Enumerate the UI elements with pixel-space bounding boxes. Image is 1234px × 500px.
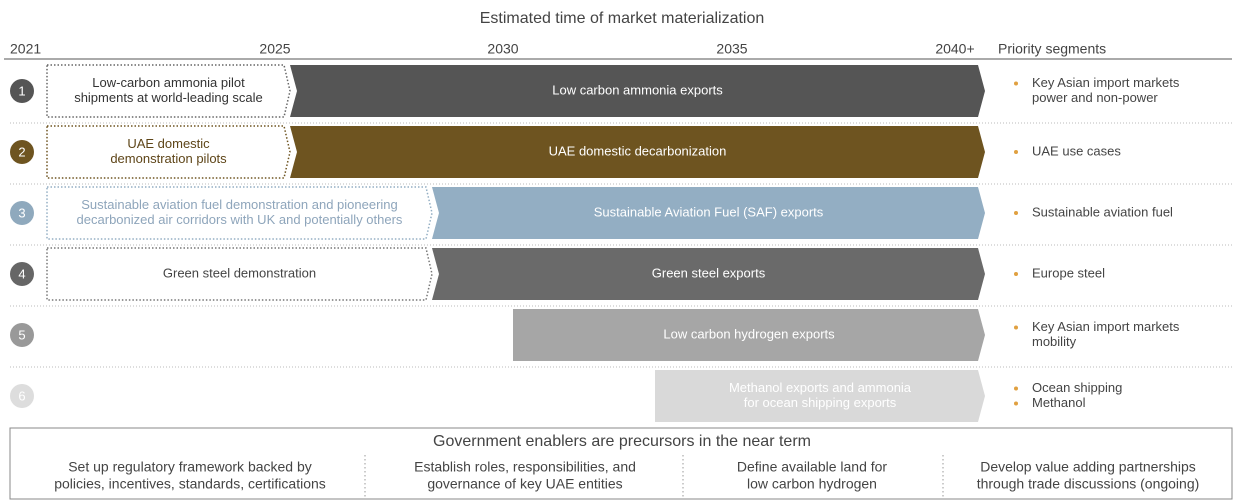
row-number: 4 [18, 266, 25, 281]
export-text: Green steel exports [652, 265, 766, 280]
enabler-text: Establish roles, responsibilities, and [414, 459, 636, 475]
enabler-text: Develop value adding partnerships [980, 459, 1196, 475]
title: Estimated time of market materialization [480, 10, 765, 27]
export-arrow [290, 126, 985, 178]
year-label: 2025 [259, 41, 290, 57]
bullet [1014, 211, 1018, 215]
priority-text: Key Asian import markets [1032, 75, 1180, 90]
export-arrow [655, 370, 985, 422]
pilot-text: shipments at world-leading scale [74, 90, 263, 105]
row-number: 2 [18, 144, 25, 159]
year-label: 2035 [716, 41, 747, 57]
year-label: 2040+ [935, 41, 974, 57]
export-arrow [432, 248, 985, 300]
export-text: Low carbon hydrogen exports [663, 326, 835, 341]
pilot-box [46, 64, 291, 118]
row-number: 1 [18, 83, 25, 98]
enabler-text: through trade discussions (ongoing) [977, 476, 1200, 492]
export-text: UAE domestic decarbonization [549, 143, 727, 158]
row-number: 3 [18, 205, 25, 220]
export-arrow [432, 187, 985, 239]
enabler-text: policies, incentives, standards, certifi… [54, 476, 326, 492]
bullet [1014, 150, 1018, 154]
pilot-text: Low-carbon ammonia pilot [92, 75, 245, 90]
priority-text: Sustainable aviation fuel [1032, 204, 1173, 219]
pilot-box [46, 247, 433, 301]
pilot-text: decarbonized air corridors with UK and p… [77, 212, 403, 227]
row-number-badge [10, 140, 34, 164]
pilot-text: Green steel demonstration [163, 265, 316, 280]
export-arrow [290, 65, 985, 117]
priority-header: Priority segments [998, 41, 1106, 57]
enablers-title: Government enablers are precursors in th… [433, 433, 811, 450]
pilot-text: Sustainable aviation fuel demonstration … [81, 197, 398, 212]
row-number-badge [10, 79, 34, 103]
priority-text: Europe steel [1032, 265, 1105, 280]
bullet [1014, 386, 1018, 391]
enabler-text: Define available land for [737, 459, 888, 475]
bullet [1014, 272, 1018, 276]
row-number: 6 [18, 388, 25, 403]
priority-text: Methanol [1032, 395, 1086, 410]
pilot-box [46, 125, 291, 179]
pilot-box [46, 186, 433, 240]
priority-text: Ocean shipping [1032, 380, 1122, 395]
priority-text: UAE use cases [1032, 143, 1121, 158]
enablers-box [9, 427, 1233, 500]
bullet [1014, 325, 1018, 330]
row-number-badge [10, 323, 34, 347]
enabler-text: governance of key UAE entities [427, 476, 622, 492]
export-text: Methanol exports and ammonia [729, 380, 912, 395]
priority-text: mobility [1032, 334, 1077, 349]
row-number-badge [10, 201, 34, 225]
pilot-text: demonstration pilots [110, 151, 227, 166]
priority-text: power and non-power [1032, 90, 1158, 105]
export-text: Sustainable Aviation Fuel (SAF) exports [594, 204, 824, 219]
priority-text: Key Asian import markets [1032, 319, 1180, 334]
export-text: Low carbon ammonia exports [552, 82, 723, 97]
enabler-text: low carbon hydrogen [747, 476, 877, 492]
pilot-text: UAE domestic [127, 136, 210, 151]
export-arrow [513, 309, 985, 361]
row-number: 5 [18, 327, 25, 342]
bullet [1014, 81, 1018, 86]
row-number-badge [10, 262, 34, 286]
export-text: for ocean shipping exports [744, 395, 897, 410]
row-number-badge [10, 384, 34, 408]
enabler-text: Set up regulatory framework backed by [68, 459, 312, 475]
bullet [1014, 401, 1018, 406]
year-label: 2021 [10, 41, 41, 57]
year-label: 2030 [487, 41, 518, 57]
